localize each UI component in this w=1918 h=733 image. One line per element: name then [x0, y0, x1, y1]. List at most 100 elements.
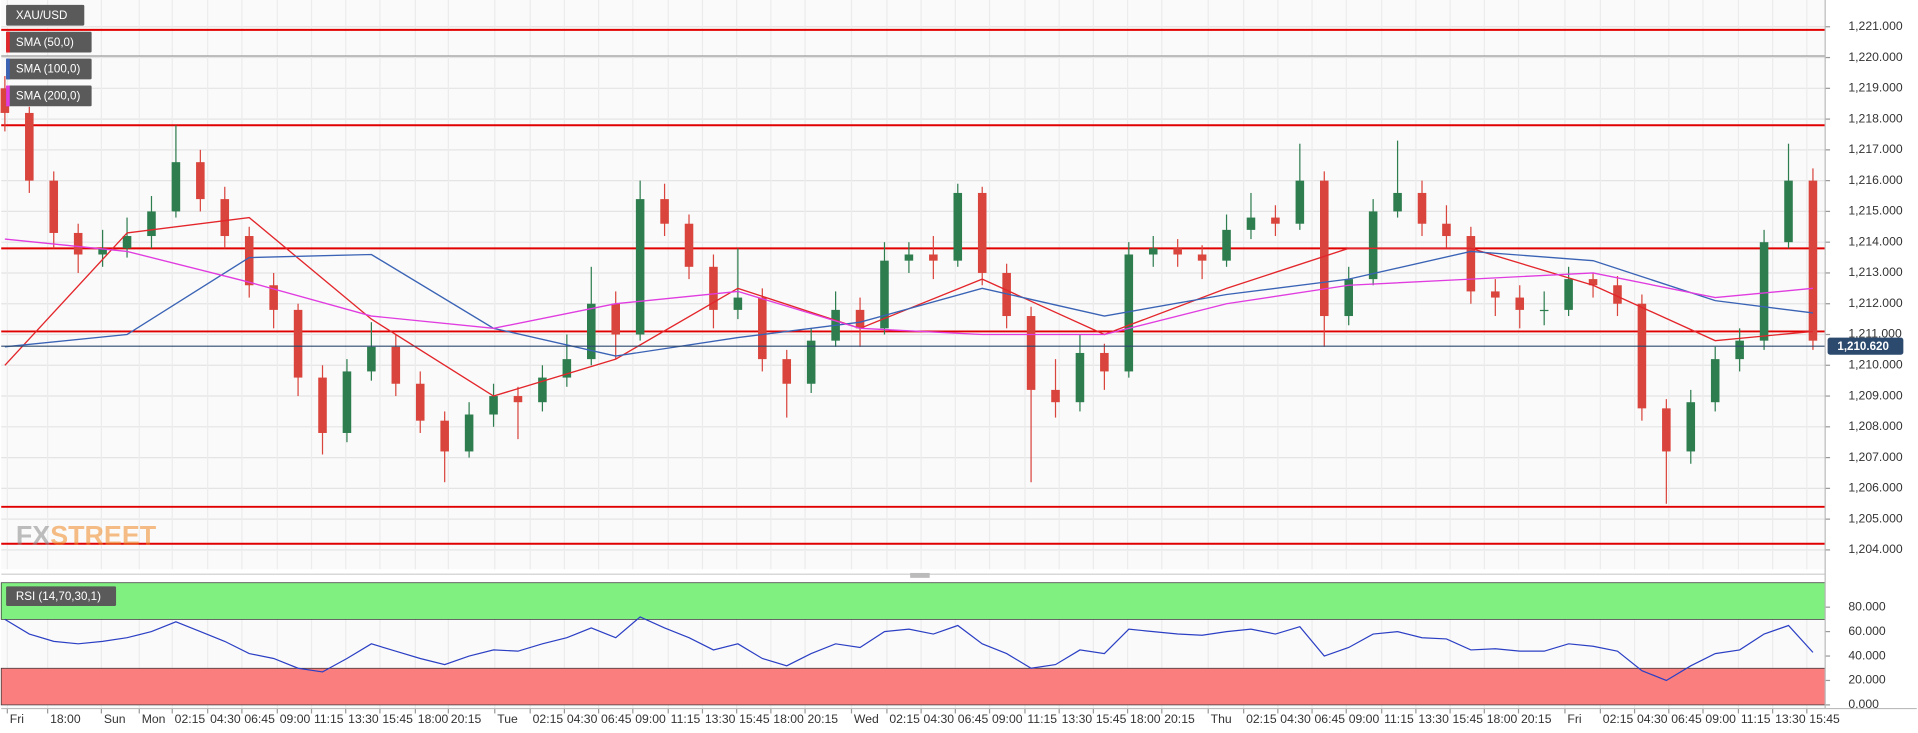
watermark-fx: FX — [16, 521, 50, 551]
legend-box[interactable] — [6, 85, 92, 107]
x-tick-label: 15:45 — [1809, 712, 1840, 726]
resize-grip[interactable] — [910, 572, 930, 578]
candle-body — [220, 199, 230, 237]
candle-body — [269, 285, 278, 310]
candle-body — [538, 377, 547, 403]
x-tick-label: 18:00 — [1130, 712, 1161, 726]
last-price-label: 1,210.620 — [1837, 340, 1889, 353]
candle-body — [929, 254, 938, 261]
candle-body — [635, 199, 645, 335]
x-tick-label: 09:00 — [635, 712, 666, 726]
candle-body — [562, 359, 572, 378]
candle-body — [1759, 242, 1769, 341]
x-tick-label: 06:45 — [958, 712, 989, 726]
candle-body — [733, 297, 743, 310]
x-tick-label: Fri — [10, 712, 24, 726]
x-tick-label: 04:30 — [210, 712, 241, 726]
y-tick-label: 1,212.000 — [1848, 296, 1903, 310]
x-tick-label: 02:15 — [1603, 712, 1634, 726]
y-tick-label: 1,214.000 — [1848, 234, 1903, 248]
y-tick-label: 1,206.000 — [1848, 481, 1903, 495]
x-tick-label: 11:15 — [671, 712, 701, 726]
legend: XAU/USD SMA (50,0) SMA (100,0) SMA (200,0) R… — [6, 4, 117, 606]
candle-body — [806, 340, 816, 384]
candle-body — [1515, 297, 1525, 310]
x-tick-label: 18:00 — [50, 712, 81, 726]
y-tick-label: 1,219.000 — [1848, 81, 1903, 95]
candle-body — [758, 297, 767, 360]
candle-body — [1539, 309, 1549, 312]
y-tick-label: 40.000 — [1848, 648, 1886, 662]
y-tick-label: 1,217.000 — [1848, 142, 1903, 156]
candle-body — [1344, 279, 1353, 317]
candle-body — [440, 420, 449, 452]
candle-body — [1173, 248, 1182, 255]
x-tick-label: Fri — [1567, 712, 1581, 726]
y-tick-label: 20.000 — [1848, 673, 1886, 687]
legend-label: SMA (100,0) — [16, 63, 81, 76]
candle-body — [904, 254, 914, 261]
candle-body — [977, 192, 987, 273]
legend-box[interactable] — [6, 31, 92, 53]
x-tick-label: 15:45 — [1096, 712, 1127, 726]
legend-box[interactable] — [6, 586, 117, 606]
y-tick-label: 1,207.000 — [1848, 450, 1903, 464]
x-tick-label: Wed — [854, 712, 879, 726]
candle-body — [1222, 229, 1231, 261]
x-tick-label: 11:15 — [1027, 712, 1057, 726]
candle-body — [293, 309, 303, 378]
candle-body — [342, 371, 352, 433]
candle-body — [880, 260, 889, 329]
candle-body — [1100, 352, 1109, 372]
x-tick-label: 06:45 — [1671, 712, 1702, 726]
candle-body — [415, 383, 425, 421]
legend-box[interactable] — [6, 58, 92, 80]
y-tick-label: 80.000 — [1848, 599, 1886, 613]
rsi-band — [0, 667, 1826, 706]
candle-body — [660, 199, 669, 224]
candle-body — [611, 303, 620, 335]
legend-label: SMA (200,0) — [16, 90, 81, 103]
candle-body — [1271, 217, 1280, 224]
x-tick-label: 11:15 — [1384, 712, 1414, 726]
y-tick-label: 1,216.000 — [1848, 173, 1903, 187]
y-tick-label: 1,218.000 — [1848, 111, 1903, 125]
legend-label: RSI (14,70,30,1) — [16, 590, 101, 603]
candle-body — [1710, 359, 1720, 403]
x-tick-label: 13:30 — [1775, 712, 1806, 726]
candle-body — [1148, 248, 1158, 255]
candle-body — [1662, 408, 1671, 452]
candle-body — [1320, 180, 1329, 317]
x-tick-label: 04:30 — [567, 712, 598, 726]
x-tick-label: 15:45 — [739, 712, 770, 726]
candle-body — [513, 396, 523, 403]
x-tick-label: 02:15 — [175, 712, 206, 726]
watermark-street: STREET — [50, 521, 157, 551]
y-tick-label: 1,208.000 — [1848, 419, 1903, 433]
rsi-line — [4, 616, 1814, 682]
x-tick-label: 04:30 — [1280, 712, 1311, 726]
candle-body — [49, 180, 59, 233]
candle-body — [1442, 223, 1451, 237]
candle-body — [782, 359, 792, 384]
x-tick-label: Thu — [1211, 712, 1232, 726]
last-price-box — [1827, 337, 1904, 355]
candle-body — [1368, 211, 1378, 280]
y-tick-label: 1,220.000 — [1848, 50, 1903, 64]
candle-body — [171, 162, 181, 212]
y-tick-label: 1,213.000 — [1848, 265, 1903, 279]
x-tick-label: 13:30 — [1062, 712, 1093, 726]
sma-line — [4, 216, 1814, 397]
x-tick-label: 11:15 — [314, 712, 344, 726]
x-tick-label: 06:45 — [601, 712, 632, 726]
candle-body — [1295, 180, 1305, 224]
candle-body — [1075, 352, 1085, 403]
candle-body — [147, 211, 156, 237]
y-tick-label: 1,210.000 — [1848, 357, 1903, 371]
x-tick-label: 09:00 — [992, 712, 1023, 726]
candle-body — [464, 414, 474, 452]
x-tick-label: 20:15 — [1521, 712, 1552, 726]
candle-body — [1491, 291, 1500, 298]
